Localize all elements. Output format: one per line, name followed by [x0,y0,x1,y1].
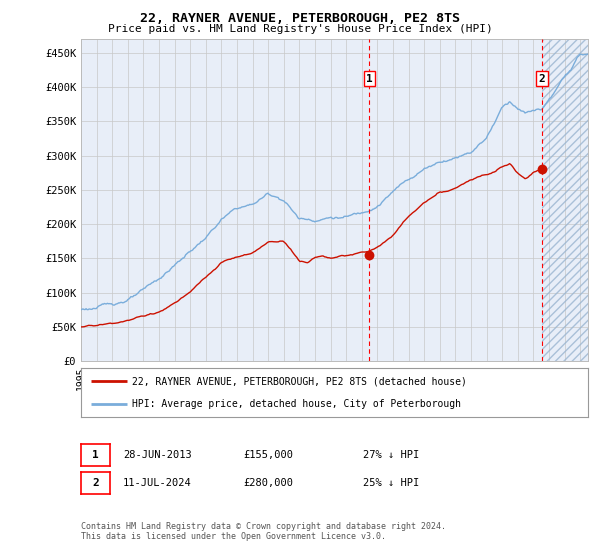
Point [365,250,374,259]
Text: 22, RAYNER AVENUE, PETERBOROUGH, PE2 8TS: 22, RAYNER AVENUE, PETERBOROUGH, PE2 8TS [140,12,460,25]
FancyBboxPatch shape [536,71,548,86]
Text: £280,000: £280,000 [243,478,293,488]
Text: Price paid vs. HM Land Registry's House Price Index (HPI): Price paid vs. HM Land Registry's House … [107,24,493,34]
Text: 1: 1 [92,450,99,460]
Text: £155,000: £155,000 [243,450,293,460]
Text: 11-JUL-2024: 11-JUL-2024 [123,478,192,488]
Text: 2: 2 [538,74,545,83]
Point [537,165,547,174]
Text: 22, RAYNER AVENUE, PETERBOROUGH, PE2 8TS (detached house): 22, RAYNER AVENUE, PETERBOROUGH, PE2 8TS… [132,376,467,386]
Text: 1: 1 [366,74,373,83]
Text: 28-JUN-2013: 28-JUN-2013 [123,450,192,460]
Text: 27% ↓ HPI: 27% ↓ HPI [363,450,419,460]
Text: 2: 2 [92,478,99,488]
FancyBboxPatch shape [364,71,376,86]
Text: 25% ↓ HPI: 25% ↓ HPI [363,478,419,488]
Text: HPI: Average price, detached house, City of Peterborough: HPI: Average price, detached house, City… [132,399,461,409]
Text: Contains HM Land Registry data © Crown copyright and database right 2024.
This d: Contains HM Land Registry data © Crown c… [81,522,446,542]
